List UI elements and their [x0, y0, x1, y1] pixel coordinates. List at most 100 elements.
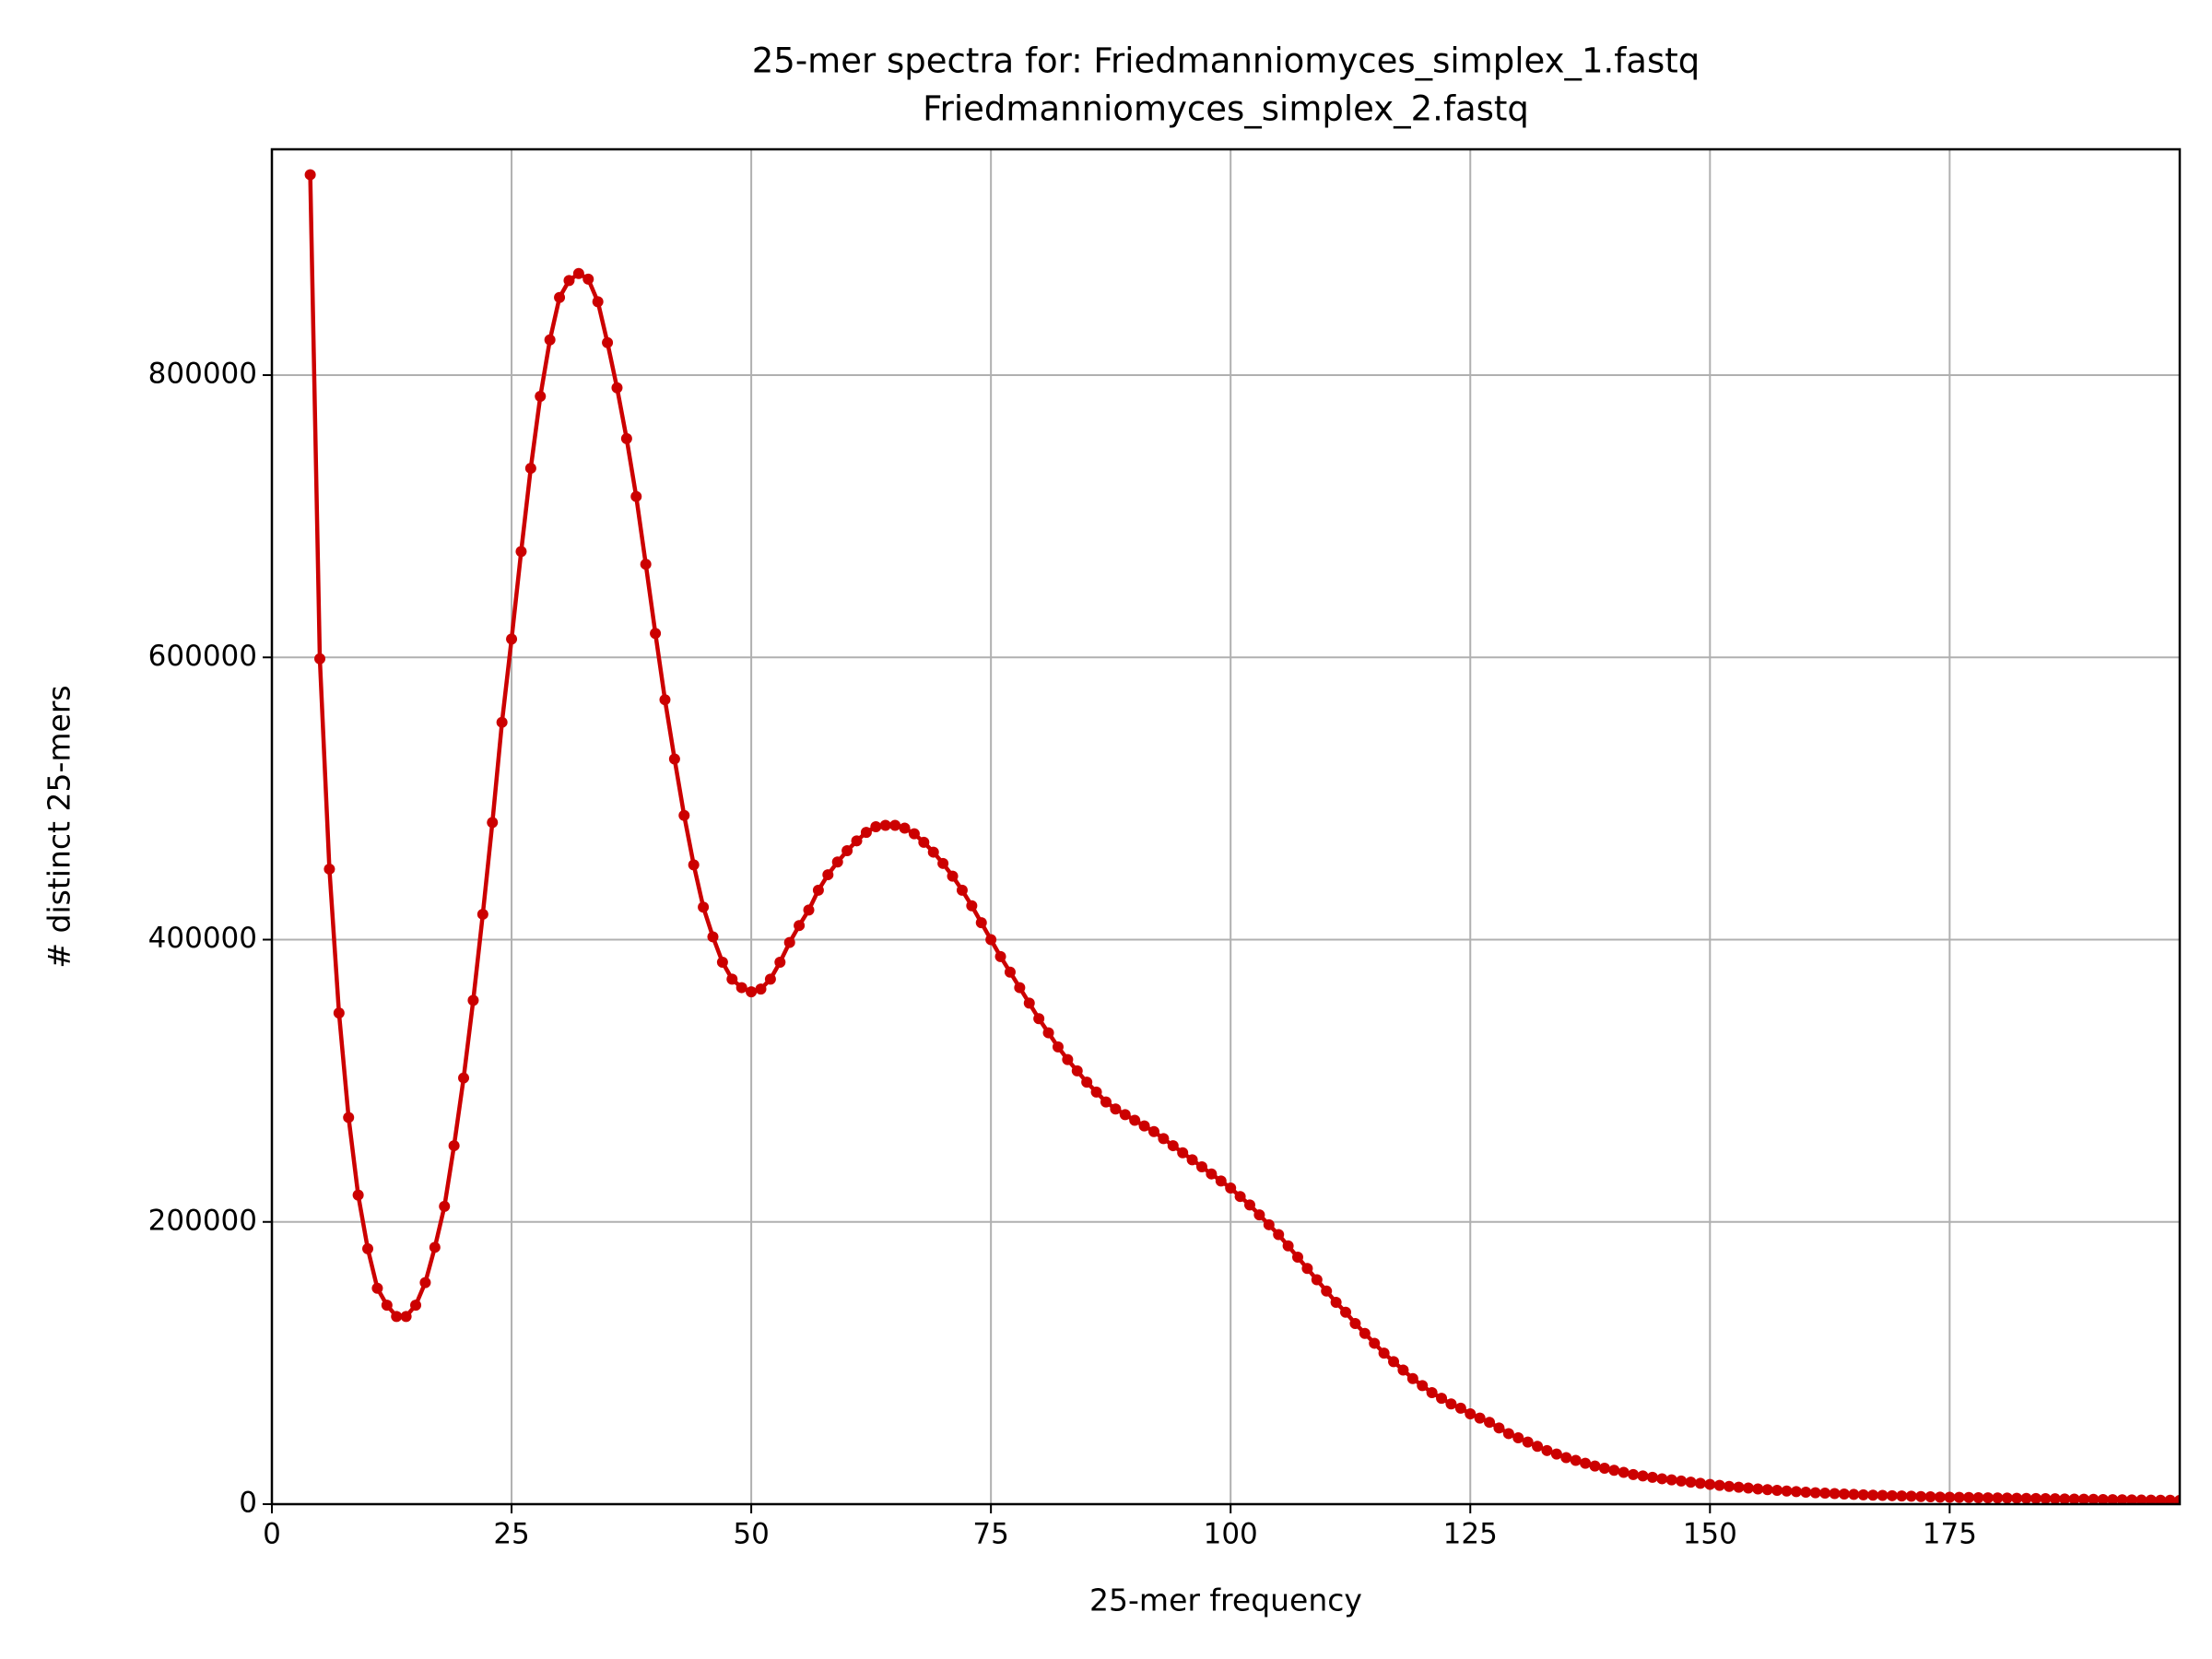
- data-point: [381, 1300, 393, 1312]
- data-point: [1195, 1161, 1207, 1173]
- data-point: [1369, 1337, 1381, 1349]
- data-point: [1713, 1479, 1725, 1491]
- data-point: [2107, 1494, 2119, 1504]
- data-point: [1406, 1372, 1418, 1384]
- data-point: [1071, 1065, 1083, 1077]
- data-point: [1512, 1432, 1524, 1444]
- data-point: [1110, 1103, 1122, 1115]
- data-point: [650, 628, 662, 640]
- y-tick-label: 200000: [148, 1204, 257, 1237]
- data-point: [1359, 1327, 1371, 1339]
- data-point: [746, 986, 758, 998]
- data-point: [1042, 1027, 1054, 1039]
- data-point: [1273, 1229, 1285, 1241]
- data-point: [1934, 1491, 1946, 1503]
- data-point: [783, 936, 795, 948]
- data-point: [908, 828, 920, 840]
- data-point: [1560, 1452, 1572, 1464]
- x-tick-label: 100: [1204, 1518, 1258, 1551]
- data-point: [860, 827, 872, 839]
- data-point: [2136, 1494, 2147, 1504]
- data-point: [2164, 1494, 2176, 1504]
- data-point: [1857, 1488, 1869, 1500]
- data-point: [1580, 1457, 1592, 1469]
- data-point: [611, 382, 623, 394]
- data-point: [1225, 1182, 1237, 1194]
- data-point: [563, 275, 575, 287]
- data-point: [1896, 1490, 1908, 1502]
- data-point: [1589, 1460, 1601, 1472]
- data-point: [314, 653, 326, 665]
- data-point: [2020, 1492, 2032, 1504]
- data-point: [1761, 1484, 1773, 1496]
- data-point: [1886, 1489, 1898, 1501]
- data-point: [1465, 1408, 1477, 1419]
- data-point: [620, 432, 632, 444]
- data-point: [1263, 1218, 1275, 1230]
- data-point: [2011, 1492, 2023, 1504]
- grid: [271, 149, 2180, 1505]
- data-point: [1215, 1175, 1227, 1187]
- data-point: [1167, 1140, 1179, 1152]
- data-point: [1963, 1491, 1975, 1503]
- data-point: [1014, 982, 1026, 994]
- data-point: [2097, 1493, 2109, 1504]
- data-point: [947, 870, 959, 882]
- data-point: [1848, 1488, 1860, 1500]
- data-point: [716, 957, 728, 968]
- data-point: [1426, 1387, 1438, 1399]
- data-point: [803, 904, 815, 916]
- data-point: [506, 633, 518, 645]
- x-tick-label: 175: [1923, 1518, 1977, 1551]
- data-point: [812, 884, 824, 896]
- data-point: [1819, 1488, 1831, 1500]
- data-point: [726, 973, 738, 985]
- data-point: [1704, 1478, 1716, 1490]
- data-point: [1598, 1462, 1610, 1474]
- data-point: [496, 716, 508, 728]
- plot-area: [304, 169, 2180, 1504]
- data-point: [1924, 1491, 1936, 1503]
- data-point: [1445, 1398, 1457, 1410]
- data-point: [822, 869, 834, 881]
- data-point: [535, 390, 547, 402]
- data-point: [899, 822, 911, 834]
- x-tick-label: 0: [263, 1518, 281, 1551]
- data-point: [1454, 1402, 1466, 1414]
- y-tick-label: 0: [239, 1487, 257, 1520]
- data-point: [1694, 1477, 1706, 1489]
- data-point: [1474, 1412, 1486, 1424]
- x-tick-label: 150: [1683, 1518, 1737, 1551]
- data-point: [400, 1311, 412, 1323]
- data-point: [659, 694, 671, 706]
- data-point: [1905, 1490, 1917, 1502]
- x-tick-label: 25: [493, 1518, 529, 1551]
- data-point: [1752, 1483, 1764, 1495]
- data-point: [1417, 1380, 1429, 1392]
- data-point: [2059, 1493, 2071, 1504]
- data-point: [448, 1140, 460, 1152]
- data-point: [458, 1072, 470, 1084]
- data-point: [352, 1189, 364, 1201]
- data-point: [2088, 1493, 2100, 1504]
- data-point: [1944, 1491, 1956, 1503]
- data-point: [1915, 1490, 1927, 1502]
- data-point: [927, 846, 939, 858]
- data-point: [1742, 1482, 1754, 1494]
- y-tick-label: 400000: [148, 922, 257, 955]
- data-point: [794, 920, 806, 932]
- data-point: [343, 1112, 355, 1124]
- data-point: [1733, 1481, 1745, 1493]
- data-point: [774, 957, 786, 968]
- data-point: [371, 1282, 383, 1294]
- data-point: [2001, 1492, 2013, 1504]
- data-point: [439, 1200, 451, 1212]
- data-point: [2145, 1494, 2157, 1504]
- data-point: [2125, 1494, 2137, 1504]
- data-point: [1724, 1480, 1735, 1492]
- data-point: [1388, 1356, 1400, 1368]
- data-point: [477, 908, 488, 920]
- data-point: [410, 1300, 422, 1312]
- data-point: [602, 336, 614, 348]
